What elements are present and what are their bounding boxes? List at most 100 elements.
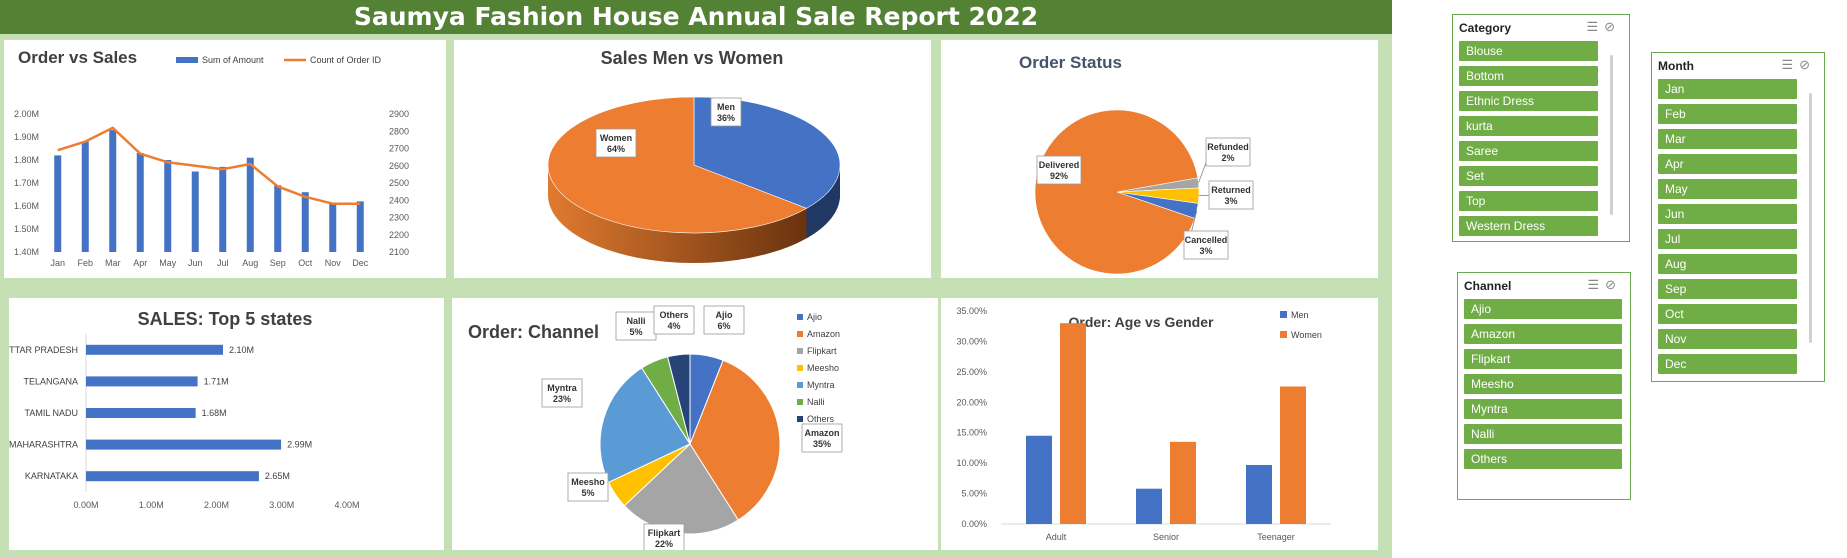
- slicer-item[interactable]: Jun: [1658, 204, 1797, 224]
- category-label: TAMIL NADU: [24, 408, 78, 418]
- slicer-toolbar: ☰⊘: [1587, 277, 1622, 293]
- bar-sum-of-amount: [274, 185, 282, 252]
- slicer-item[interactable]: Flipkart: [1464, 349, 1622, 369]
- legend-label: Myntra: [807, 380, 835, 390]
- slicer-item[interactable]: Nov: [1658, 329, 1797, 349]
- order-status-chart[interactable]: Order Status Refunded 2% Returned 3% Cancelle…: [941, 40, 1378, 278]
- slicer-item[interactable]: Sep: [1658, 279, 1797, 299]
- slicer-item[interactable]: kurta: [1459, 116, 1598, 136]
- slicer-item[interactable]: Jan: [1658, 79, 1797, 99]
- data-label: Returned: [1211, 185, 1251, 195]
- slicer-item[interactable]: Dec: [1658, 354, 1797, 374]
- category-slicer[interactable]: Category ☰⊘ Blouse Bottom Ethnic Dress kurt…: [1452, 14, 1630, 242]
- slicer-item[interactable]: Western Dress: [1459, 216, 1598, 236]
- data-label: 22%: [655, 539, 673, 549]
- y-right-tick: 2100: [389, 247, 409, 257]
- x-tick: Sep: [270, 258, 286, 268]
- slicer-item[interactable]: Apr: [1658, 154, 1797, 174]
- line-count-of-order-id: [57, 126, 361, 205]
- y-left-tick: 1.40M: [14, 247, 39, 257]
- bar-sum-of-amount: [301, 192, 309, 252]
- chart-title: Order vs Sales: [18, 48, 137, 67]
- x-tick: Feb: [77, 258, 93, 268]
- y-left-tick: 1.70M: [14, 178, 39, 188]
- order-channel-chart[interactable]: Order: Channel Ajio 6% Amazon 35% Flipkart 22%…: [452, 298, 938, 550]
- order-channel-svg: Order: ChannelAjio6%Amazon35%Flipkart22%…: [468, 305, 843, 550]
- slicer-item[interactable]: Mar: [1658, 129, 1797, 149]
- month-slicer[interactable]: Month ☰⊘ Jan Feb Mar Apr May Jun Jul Aug Sep Oct N…: [1651, 52, 1825, 382]
- slicer-item[interactable]: Jul: [1658, 229, 1797, 249]
- slicer-item[interactable]: Ajio: [1464, 299, 1622, 319]
- channel-slicer[interactable]: Channel ☰⊘ Ajio Amazon Flipkart Meesho Myntr…: [1457, 272, 1631, 500]
- slicer-item[interactable]: Ethnic Dress: [1459, 91, 1598, 111]
- bar-women: [1280, 386, 1306, 524]
- slicer-scrollbar[interactable]: [1809, 93, 1812, 343]
- bar-sum-of-amount: [109, 130, 117, 252]
- data-label: 4%: [667, 321, 680, 331]
- multi-select-icon[interactable]: ☰: [1781, 57, 1800, 72]
- data-label: 64%: [607, 144, 625, 154]
- order-vs-sales-svg: Order vs Sales Sum of Amount Count of Orde…: [14, 48, 409, 268]
- slicer-scrollbar[interactable]: [1610, 55, 1613, 215]
- x-tick: Mar: [105, 258, 121, 268]
- legend-label: Sum of Amount: [202, 55, 264, 65]
- x-tick: 4.00M: [334, 500, 359, 510]
- legend-swatch: [176, 57, 198, 63]
- value-label: 2.10M: [229, 345, 254, 355]
- slicer-item[interactable]: May: [1658, 179, 1797, 199]
- x-tick: 3.00M: [269, 500, 294, 510]
- clear-filter-icon[interactable]: ⊘: [1799, 57, 1816, 72]
- top-states-svg: SALES: Top 5 states UTTAR PRADESH 2.10M TEL…: [9, 309, 360, 510]
- data-label: Amazon: [804, 428, 839, 438]
- chart-title: Order: Age vs Gender: [1069, 314, 1215, 330]
- slicer-item[interactable]: Top: [1459, 191, 1598, 211]
- value-label: 1.71M: [204, 376, 229, 386]
- x-tick: Aug: [242, 258, 258, 268]
- top-states-chart[interactable]: SALES: Top 5 states UTTAR PRADESH 2.10M TEL…: [9, 298, 444, 550]
- chart-title: Order Status: [1019, 53, 1122, 72]
- report-title: Saumya Fashion House Annual Sale Report …: [0, 0, 1392, 34]
- slicer-item[interactable]: Saree: [1459, 141, 1598, 161]
- y-right-tick: 2600: [389, 161, 409, 171]
- slicer-item[interactable]: Meesho: [1464, 374, 1622, 394]
- legend-label: Others: [807, 414, 835, 424]
- multi-select-icon[interactable]: ☰: [1586, 19, 1605, 34]
- data-label-box: [710, 97, 742, 127]
- slicer-item[interactable]: Amazon: [1464, 324, 1622, 344]
- order-vs-sales-chart[interactable]: Order vs Sales Sum of Amount Count of Orde…: [4, 40, 446, 278]
- slicer-item[interactable]: Set: [1459, 166, 1598, 186]
- data-label-box: [703, 305, 745, 335]
- age-vs-gender-chart[interactable]: Order: Age vs Gender 0.00% 5.00% 10.00% 15.0…: [941, 298, 1378, 550]
- chart-title: Order: Channel: [468, 322, 599, 342]
- multi-select-icon[interactable]: ☰: [1587, 277, 1606, 292]
- clear-filter-icon[interactable]: ⊘: [1604, 19, 1621, 34]
- legend-label: Women: [1291, 330, 1322, 340]
- slicer-item[interactable]: Blouse: [1459, 41, 1598, 61]
- slicer-item[interactable]: Bottom: [1459, 66, 1598, 86]
- slicer-toolbar: ☰⊘: [1586, 19, 1621, 35]
- data-label-box: [595, 128, 637, 158]
- slicer-item[interactable]: Aug: [1658, 254, 1797, 274]
- sales-men-women-chart[interactable]: Sales Men vs Women Men 36% Women 64%: [454, 40, 931, 278]
- legend-label: Count of Order ID: [310, 55, 382, 65]
- data-label: 5%: [629, 327, 642, 337]
- bar-sum-of-amount: [81, 141, 89, 252]
- slicer-item[interactable]: Others: [1464, 449, 1622, 469]
- legend-label: Ajio: [807, 312, 822, 322]
- slicer-item[interactable]: Oct: [1658, 304, 1797, 324]
- x-tick: Adult: [1046, 532, 1067, 542]
- x-tick: 0.00M: [73, 500, 98, 510]
- data-label-box: [1036, 155, 1082, 185]
- x-tick: May: [159, 258, 177, 268]
- y-left-tick: 1.50M: [14, 224, 39, 234]
- bar-sum-of-amount: [246, 157, 254, 252]
- slicer-item[interactable]: Myntra: [1464, 399, 1622, 419]
- slicer-item[interactable]: Nalli: [1464, 424, 1622, 444]
- clear-filter-icon[interactable]: ⊘: [1605, 277, 1622, 292]
- state-bar: [86, 408, 196, 418]
- data-label: 35%: [813, 439, 831, 449]
- slicer-item[interactable]: Feb: [1658, 104, 1797, 124]
- data-label-box: [801, 423, 843, 453]
- category-label: KARNATAKA: [25, 471, 78, 481]
- slicer-title: Channel: [1464, 279, 1512, 293]
